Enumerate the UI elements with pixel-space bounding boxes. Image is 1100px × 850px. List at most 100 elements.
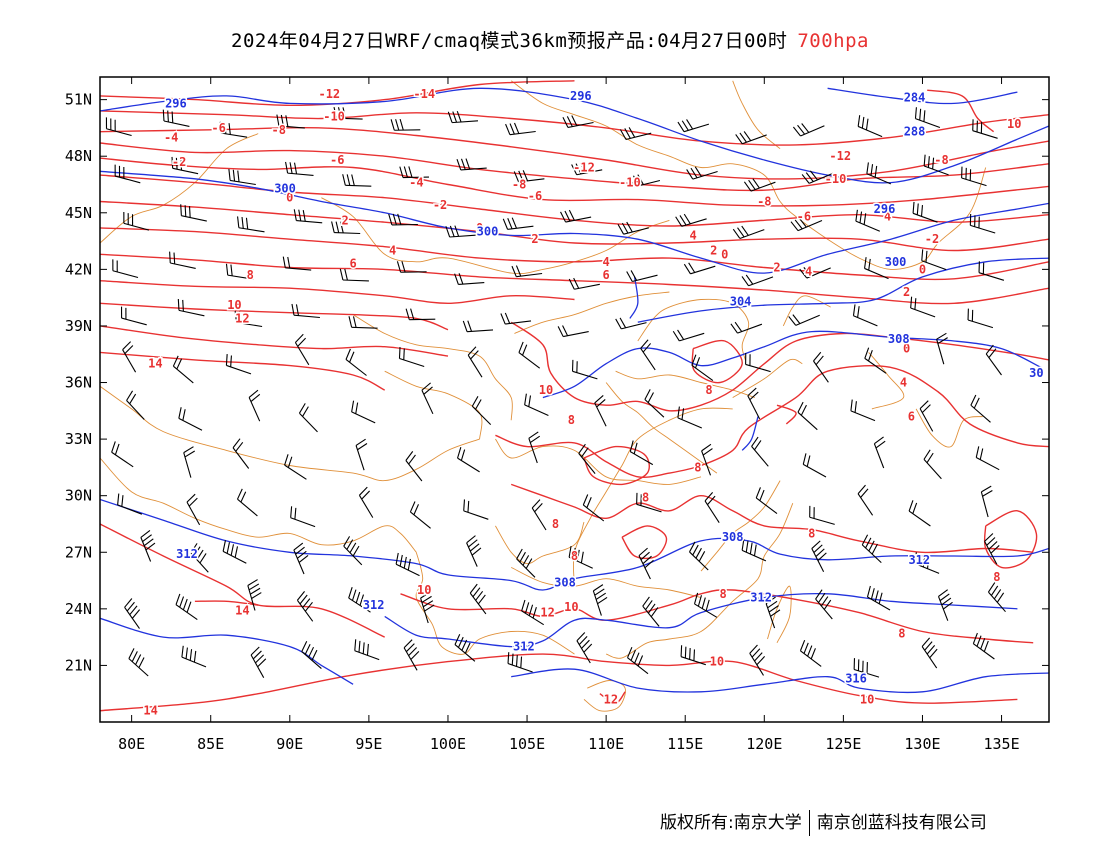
height-contour-line: [100, 87, 1049, 184]
wind-barb: [447, 111, 479, 124]
isotherm-line: [100, 523, 385, 638]
lon-label: 115E: [667, 735, 703, 753]
height-contour-line: [511, 668, 1049, 694]
wind-barb: [571, 359, 598, 380]
wind-barb: [921, 637, 938, 669]
boundary-line: [514, 291, 670, 334]
height-label: 296: [570, 89, 592, 103]
lon-label: 90E: [276, 735, 303, 753]
map-axes: 80E 85E 90E 95E 100E 105E 110E 115E 120E 125E 130E…: [65, 77, 1049, 753]
height-contour-line: [100, 170, 1049, 274]
map-title: 2024年04月27日WRF/cmaq模式36km预报产品:04月27日00时 7…: [0, 26, 1100, 53]
temperature-label: -2: [172, 155, 186, 169]
lat-label: 48N: [65, 147, 92, 165]
height-contour-line: [827, 87, 1018, 105]
wind-barb: [741, 538, 767, 562]
wind-barb: [421, 382, 434, 415]
wind-barb: [524, 393, 549, 417]
wind-barb: [339, 268, 369, 282]
temperature-label: 12: [604, 692, 618, 706]
temperature-label: 2: [710, 244, 717, 258]
wind-barb: [864, 347, 887, 374]
wind-barb: [462, 320, 494, 333]
wind-barb: [282, 256, 312, 271]
isotherm-line: [495, 365, 1049, 478]
isotherm-line: [983, 510, 1038, 569]
temperature-label: 8: [694, 460, 701, 474]
wind-barb: [284, 454, 307, 480]
wind-barb: [445, 225, 476, 238]
wind-barb: [122, 341, 137, 373]
height-label: 296: [874, 202, 896, 216]
wind-barb: [677, 406, 703, 429]
temperature-label: 4: [805, 264, 812, 278]
temperature-label: 12: [540, 606, 554, 620]
wind-barb: [693, 592, 718, 618]
wind-barb: [405, 308, 436, 321]
temperature-label: 2: [773, 260, 780, 274]
wind-barb: [638, 547, 654, 580]
lat-label: 39N: [65, 317, 92, 335]
temperature-label: 6: [908, 409, 915, 423]
boundary-line: [605, 503, 794, 659]
lon-label: 110E: [588, 735, 624, 753]
height-label: 304: [730, 294, 752, 308]
wind-barb: [855, 209, 881, 232]
temperature-label: -8: [272, 123, 286, 137]
wind-barb: [291, 303, 320, 319]
height-contour-line: [100, 617, 354, 685]
wind-barb: [582, 494, 605, 522]
title-main: 2024年04月27日WRF/cmaq模式36km预报产品:04月27日00时: [231, 30, 788, 52]
isotherm-line: [100, 653, 1018, 712]
temperature-label: -6: [797, 210, 811, 224]
company-name: 南京创蓝科技有限公司: [816, 813, 987, 833]
isotherm-line: [621, 525, 668, 560]
wind-barb: [180, 204, 207, 222]
lon-label: 135E: [983, 735, 1019, 753]
wind-barb: [228, 169, 256, 186]
boundary-line: [100, 385, 480, 482]
wind-barb: [250, 646, 267, 678]
wind-barb: [910, 296, 936, 318]
wind-barb: [456, 158, 487, 171]
height-contour-line: [741, 416, 759, 451]
temperature-label: 0: [721, 247, 728, 261]
wind-barb: [799, 267, 831, 279]
wind-barb: [466, 535, 482, 567]
wind-barb: [276, 114, 305, 129]
height-label: 312: [908, 553, 930, 567]
wind-barb: [576, 632, 593, 664]
pressure-level: 700hpa: [797, 30, 869, 52]
wind-barb: [741, 274, 774, 287]
wind-barb: [105, 117, 132, 137]
wind-barb: [857, 115, 883, 138]
wind-barb: [743, 178, 776, 192]
height-label: 296: [165, 96, 187, 110]
wind-barb: [528, 431, 541, 464]
wind-barb: [333, 106, 363, 120]
boundary-line: [511, 566, 702, 598]
isotherm-line: [100, 200, 1049, 252]
height-label: 300: [885, 255, 907, 269]
temperature-label: -6: [330, 153, 344, 167]
temperature-label: -12: [573, 161, 595, 175]
wind-barb: [797, 401, 818, 431]
temperature-label: 10: [1007, 117, 1021, 131]
boundary-line: [100, 133, 259, 244]
isotherm-line: [100, 325, 449, 357]
temperature-label: -14: [413, 87, 435, 101]
temperature-label: 8: [642, 491, 649, 505]
wind-barb: [615, 317, 647, 330]
wind-barb: [866, 585, 891, 611]
temperature-label: 8: [993, 570, 1000, 584]
temperature-label: 10: [564, 600, 578, 614]
height-label: 312: [750, 591, 772, 605]
boundary-line: [782, 295, 831, 327]
height-label: 300: [477, 225, 499, 239]
temperature-label: 4: [603, 255, 610, 269]
wind-barb: [560, 209, 592, 223]
wind-barb: [120, 306, 147, 326]
wind-barb: [978, 261, 1005, 281]
wind-barb: [296, 591, 314, 622]
